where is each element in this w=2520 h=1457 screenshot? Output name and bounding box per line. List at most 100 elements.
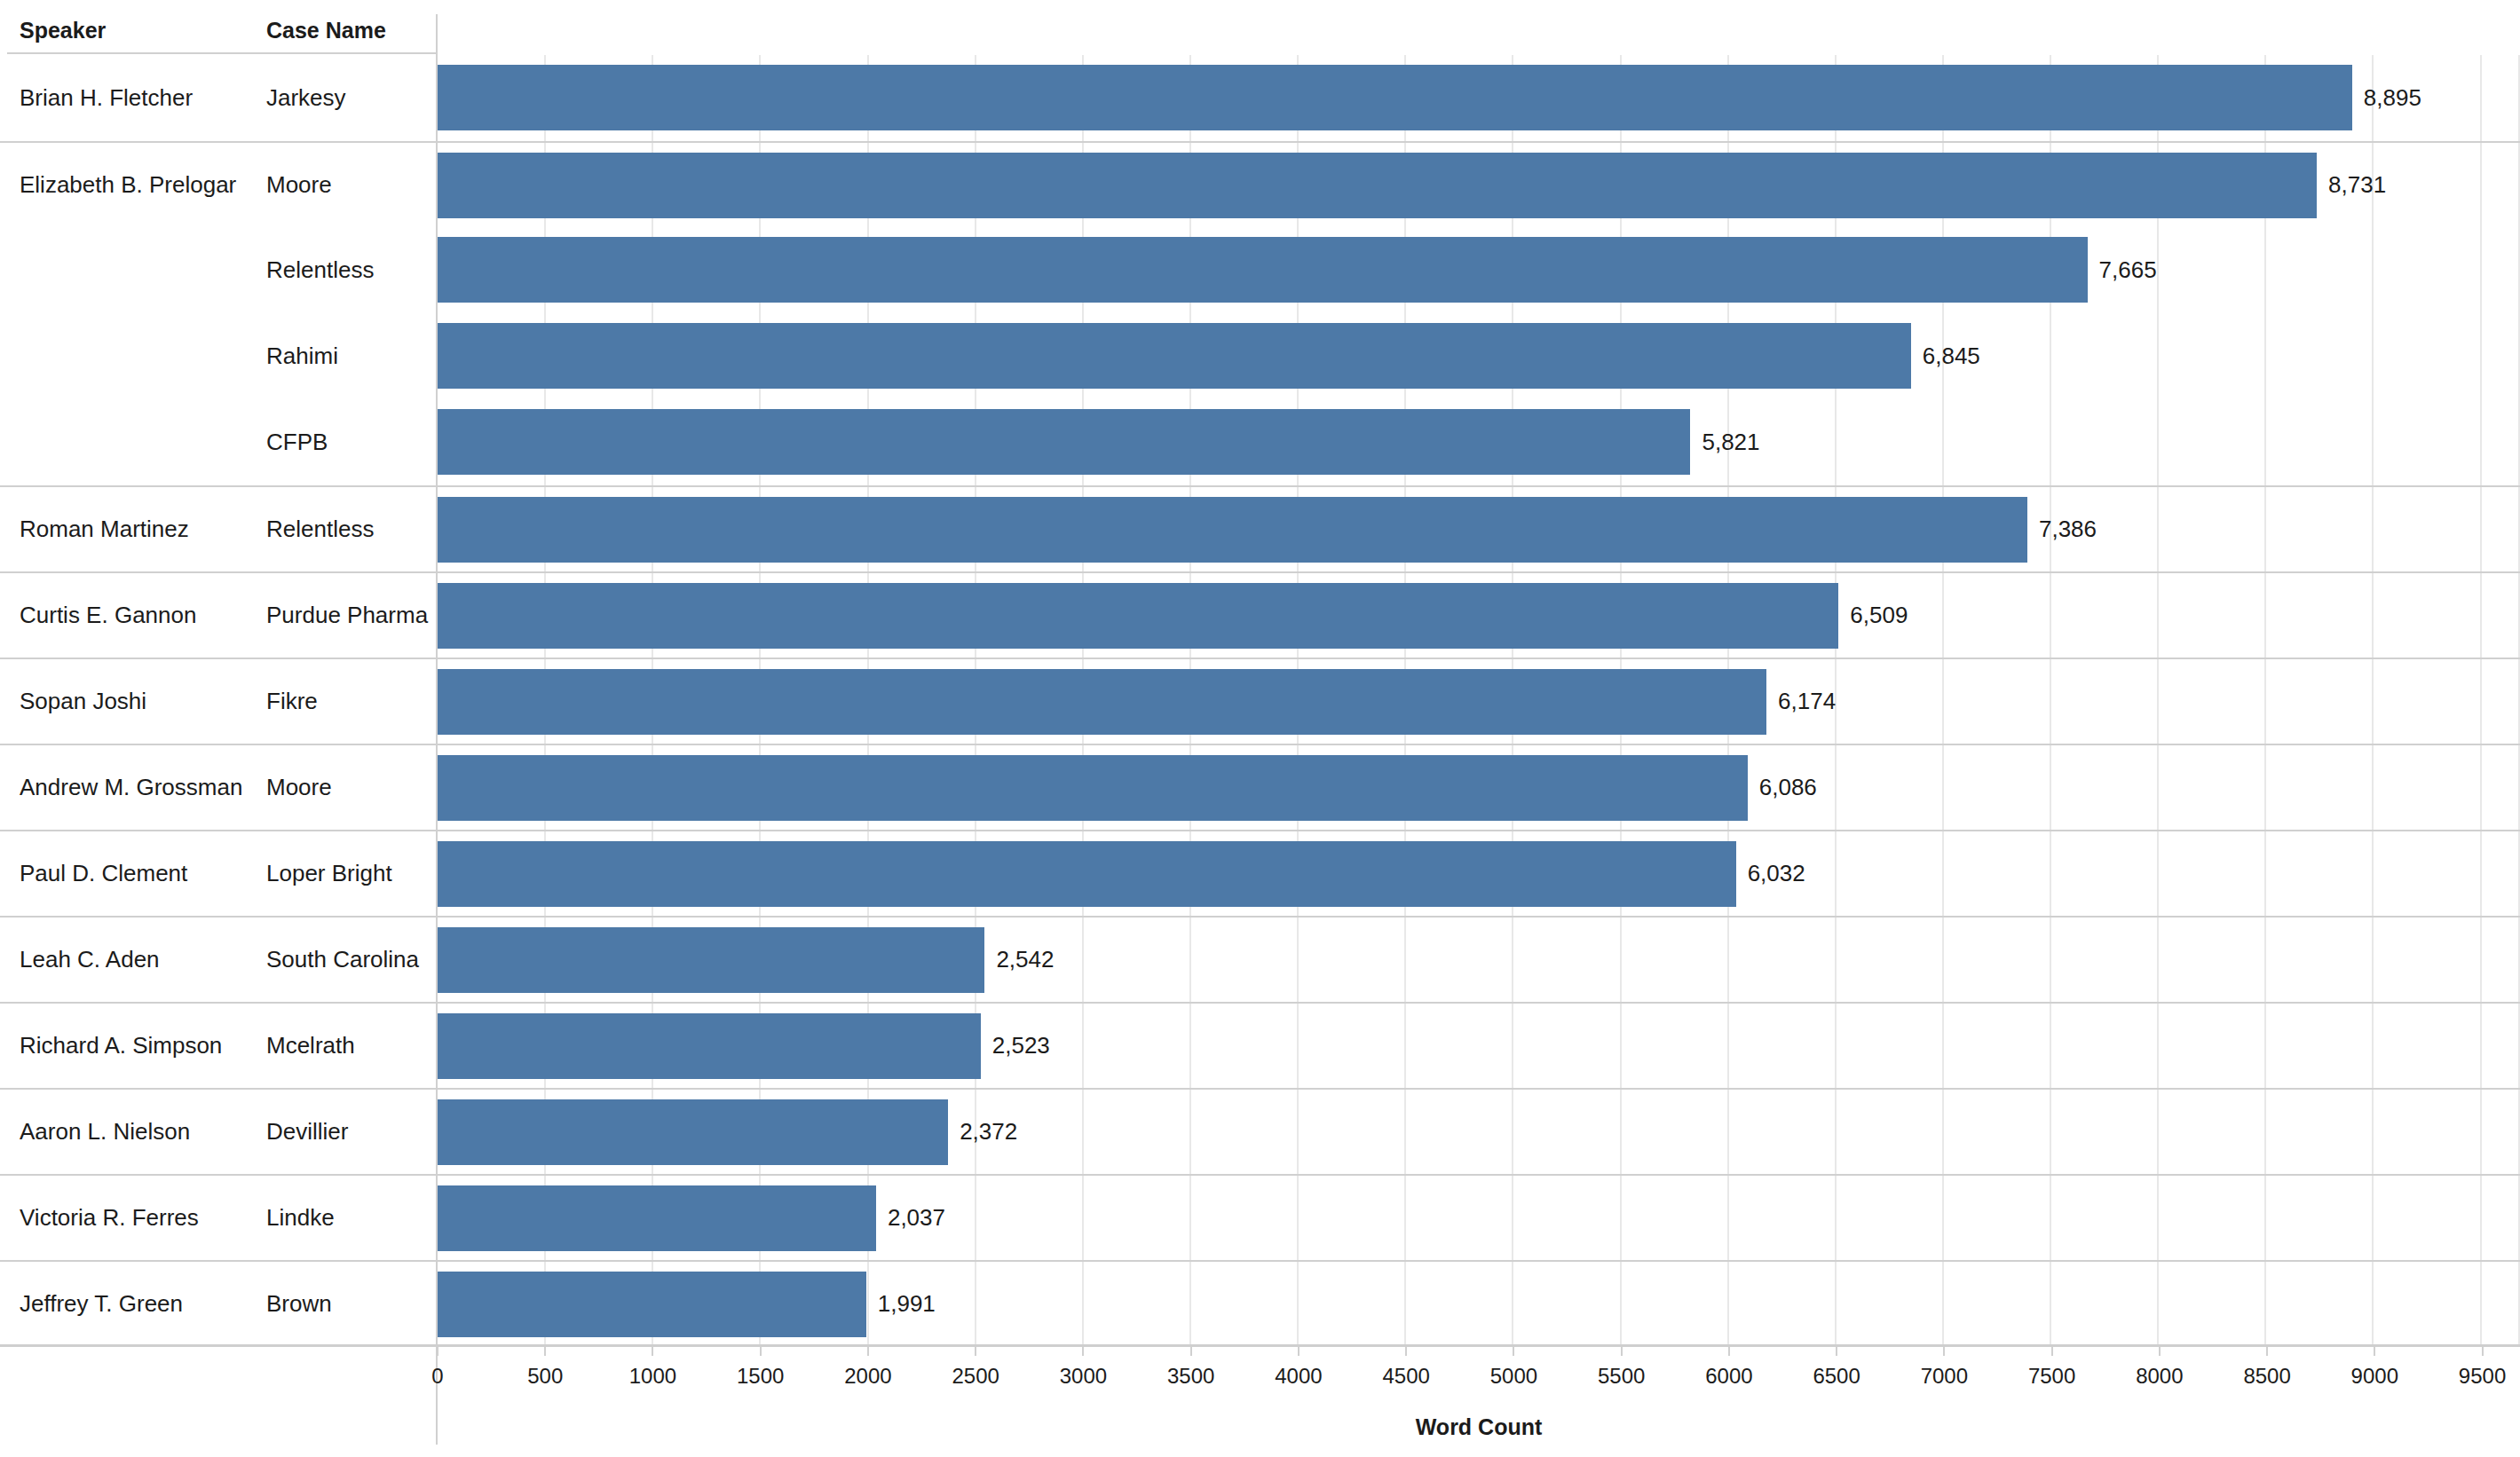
table-row: Jeffrey T. Green Brown 1,991 (0, 1260, 2520, 1346)
bar-chart: Speaker Case Name Brian H. Fletcher Jark… (0, 0, 2520, 1457)
value-label: 7,665 (2099, 227, 2157, 313)
bar[interactable] (438, 755, 1748, 821)
case-cell[interactable]: Purdue Pharma (266, 573, 428, 658)
case-cell[interactable]: CFPB (266, 399, 328, 485)
bar-track: 5,821 (438, 399, 2520, 485)
bar-track: 1,991 (438, 1262, 2520, 1346)
case-cell[interactable]: Moore (266, 143, 332, 227)
value-label: 6,509 (1850, 573, 1908, 658)
speaker-cell[interactable]: Leah C. Aden (20, 918, 160, 1002)
speaker-cell[interactable]: Aaron L. Nielson (20, 1090, 190, 1174)
x-axis-tick-mark (1298, 1347, 1299, 1356)
x-axis-tick-mark (544, 1347, 546, 1356)
column-header-speaker[interactable]: Speaker (20, 7, 106, 53)
speaker-cell[interactable]: Brian H. Fletcher (20, 55, 193, 141)
table-row: Leah C. Aden South Carolina 2,542 (0, 916, 2520, 1002)
x-axis-tick-mark (652, 1347, 653, 1356)
bar-track: 2,372 (438, 1090, 2520, 1174)
x-axis-tick-label: 9500 (2459, 1364, 2506, 1389)
bar[interactable] (438, 65, 2352, 130)
case-cell[interactable]: Jarkesy (266, 55, 346, 141)
case-cell[interactable]: Lindke (266, 1176, 335, 1260)
bar[interactable] (438, 841, 1736, 907)
table-row: Relentless 7,665 (0, 227, 2520, 313)
bar[interactable] (438, 1185, 876, 1251)
bar-track: 2,542 (438, 918, 2520, 1002)
bar[interactable] (438, 237, 2088, 303)
x-axis-tick-label: 4500 (1382, 1364, 1429, 1389)
table-row: Andrew M. Grossman Moore 6,086 (0, 744, 2520, 830)
table-row: Curtis E. Gannon Purdue Pharma 6,509 (0, 571, 2520, 658)
x-axis-tick-label: 3500 (1167, 1364, 1214, 1389)
rows-container: Brian H. Fletcher Jarkesy 8,895 Elizabet… (0, 55, 2520, 1346)
bar[interactable] (438, 1099, 948, 1165)
x-axis-tick-mark (760, 1347, 762, 1356)
x-axis-tick-label: 0 (431, 1364, 443, 1389)
case-cell[interactable]: Loper Bright (266, 831, 392, 916)
case-cell[interactable]: Mcelrath (266, 1004, 355, 1088)
bar-track: 7,665 (438, 227, 2520, 313)
value-label: 6,086 (1759, 745, 1817, 830)
value-label: 6,845 (1923, 313, 1980, 399)
x-axis-tick-mark (2159, 1347, 2161, 1356)
case-cell[interactable]: Moore (266, 745, 332, 830)
speaker-cell[interactable]: Sopan Joshi (20, 659, 146, 744)
bar[interactable] (438, 1013, 981, 1079)
bar[interactable] (438, 497, 2027, 563)
case-cell[interactable]: Devillier (266, 1090, 348, 1174)
table-row: Aaron L. Nielson Devillier 2,372 (0, 1088, 2520, 1174)
bar[interactable] (438, 669, 1766, 735)
x-axis-tick-label: 500 (527, 1364, 563, 1389)
speaker-cell[interactable]: Victoria R. Ferres (20, 1176, 199, 1260)
speaker-cell[interactable]: Andrew M. Grossman (20, 745, 242, 830)
table-row: Sopan Joshi Fikre 6,174 (0, 658, 2520, 744)
x-axis-tick-label: 8000 (2136, 1364, 2183, 1389)
bar[interactable] (438, 583, 1838, 649)
column-header-case-name[interactable]: Case Name (266, 7, 386, 53)
table-row: Elizabeth B. Prelogar Moore 8,731 (0, 141, 2520, 227)
x-axis-tick-label: 6000 (1705, 1364, 1752, 1389)
bar[interactable] (438, 409, 1690, 475)
x-axis-tick-mark (1943, 1347, 1945, 1356)
x-axis-tick-mark (1082, 1347, 1084, 1356)
table-row: Richard A. Simpson Mcelrath 2,523 (0, 1002, 2520, 1088)
x-axis-tick-mark (1728, 1347, 1730, 1356)
bar[interactable] (438, 1272, 866, 1337)
bar[interactable] (438, 927, 984, 993)
speaker-cell[interactable]: Jeffrey T. Green (20, 1262, 183, 1346)
speaker-cell[interactable]: Elizabeth B. Prelogar (20, 143, 236, 227)
bar[interactable] (438, 153, 2317, 218)
bar-track: 2,037 (438, 1176, 2520, 1260)
x-axis-tick-label: 8500 (2243, 1364, 2290, 1389)
bar-track: 2,523 (438, 1004, 2520, 1088)
speaker-cell[interactable]: Paul D. Clement (20, 831, 187, 916)
x-axis-tick-mark (1513, 1347, 1514, 1356)
x-axis-tick-label: 9000 (2351, 1364, 2398, 1389)
case-cell[interactable]: Relentless (266, 487, 374, 571)
value-label: 2,037 (888, 1176, 945, 1260)
bar-track: 8,731 (438, 143, 2520, 227)
case-cell[interactable]: Brown (266, 1262, 332, 1346)
x-axis-tick-mark (1190, 1347, 1192, 1356)
speaker-cell[interactable]: Roman Martinez (20, 487, 189, 571)
bar-track: 6,086 (438, 745, 2520, 830)
speaker-cell[interactable]: Richard A. Simpson (20, 1004, 222, 1088)
bar-track: 7,386 (438, 487, 2520, 571)
case-cell[interactable]: Rahimi (266, 313, 338, 399)
x-axis-tick-mark (2374, 1347, 2375, 1356)
bar[interactable] (438, 323, 1911, 389)
case-cell[interactable]: Relentless (266, 227, 374, 313)
value-label: 1,991 (878, 1262, 936, 1346)
case-cell[interactable]: South Carolina (266, 918, 419, 1002)
x-axis-tick-label: 2000 (844, 1364, 891, 1389)
bar-track: 6,174 (438, 659, 2520, 744)
case-cell[interactable]: Fikre (266, 659, 318, 744)
x-axis-tick-label: 3000 (1060, 1364, 1107, 1389)
value-label: 8,895 (2364, 55, 2421, 141)
bar-track: 6,845 (438, 313, 2520, 399)
x-axis-tick-mark (867, 1347, 869, 1356)
table-row: Roman Martinez Relentless 7,386 (0, 485, 2520, 571)
x-axis-tick-label: 5000 (1490, 1364, 1537, 1389)
x-axis-tick-mark (1405, 1347, 1407, 1356)
speaker-cell[interactable]: Curtis E. Gannon (20, 573, 196, 658)
